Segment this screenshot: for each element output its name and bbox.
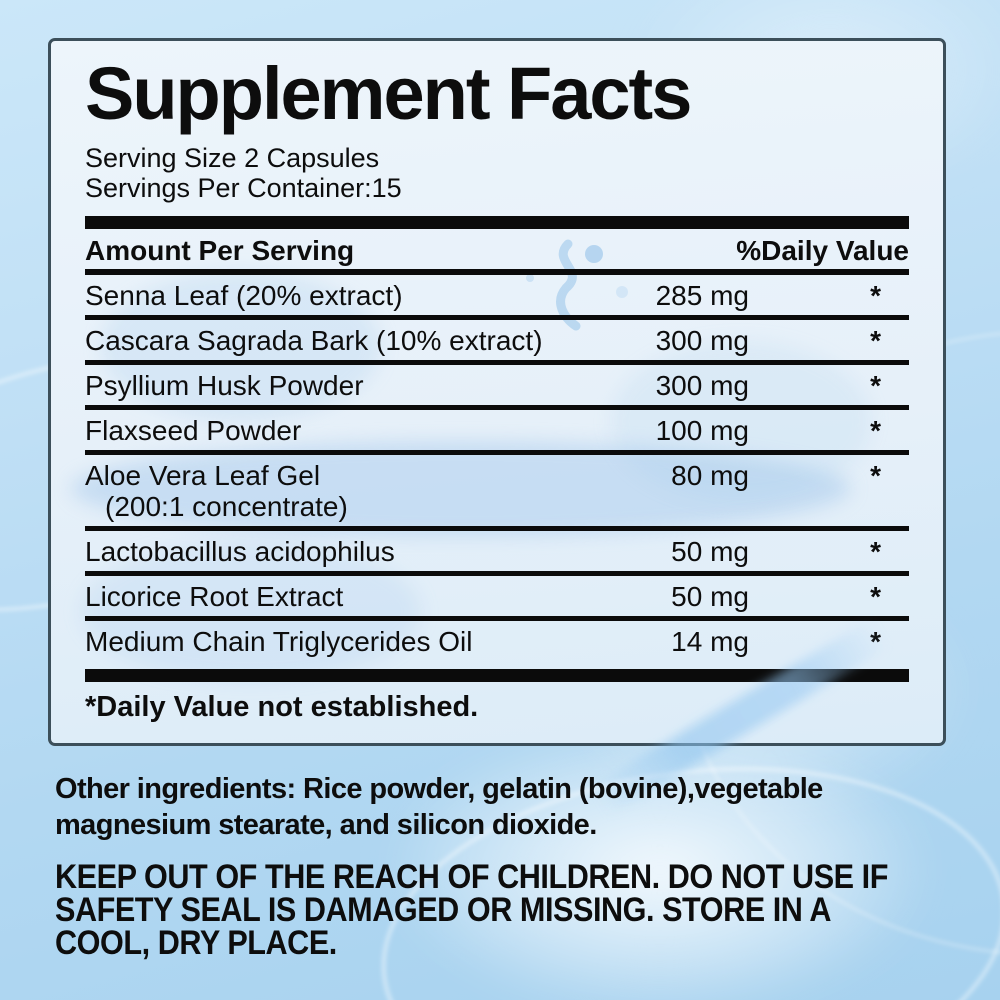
ingredient-amount: 50 mg: [671, 536, 749, 567]
ingredient-row-psyllium-husk: Psyllium Husk Powder 300 mg *: [85, 365, 909, 410]
other-ingredients-line1: Other ingredients: Rice powder, gelatin …: [55, 773, 823, 805]
ingredient-daily-value: *: [870, 536, 881, 567]
ingredient-row-aloe-vera: Aloe Vera Leaf Gel (200:1 concentrate) 8…: [85, 455, 909, 531]
amount-per-serving-header: Amount Per Serving: [85, 235, 355, 266]
warning-line1: KEEP OUT OF THE REACH OF CHILDREN. DO NO…: [55, 858, 888, 896]
thick-divider-top: [85, 216, 909, 229]
warning-line3: COOL, DRY PLACE.: [55, 924, 337, 962]
ingredient-daily-value: *: [870, 280, 881, 311]
supplement-facts-title: Supplement Facts: [85, 52, 692, 135]
column-header-row: Amount Per Serving %Daily Value: [85, 229, 909, 275]
ingredient-row-lactobacillus: Lactobacillus acidophilus 50 mg *: [85, 531, 909, 576]
other-ingredients-line2: magnesium stearate, and silicon dioxide.: [55, 809, 597, 841]
daily-value-header: %Daily Value: [736, 235, 909, 266]
ingredient-row-cascara-sagrada: Cascara Sagrada Bark (10% extract) 300 m…: [85, 320, 909, 365]
daily-value-footnote: *Daily Value not established.: [85, 691, 479, 723]
ingredient-name: Aloe Vera Leaf Gel (200:1 concentrate): [85, 460, 579, 522]
ingredient-name-line1: Aloe Vera Leaf Gel: [85, 460, 321, 491]
ingredient-amount: 100 mg: [655, 415, 749, 446]
ingredient-amount: 80 mg: [671, 460, 749, 491]
ingredient-amount: 300 mg: [655, 325, 749, 356]
other-ingredients-text: Other ingredients: Rice powder, gelatin …: [55, 771, 965, 843]
ingredient-amount: 14 mg: [671, 626, 749, 657]
ingredient-name: Licorice Root Extract: [85, 581, 344, 612]
ingredient-amount: 285 mg: [655, 280, 749, 311]
ingredient-row-mct-oil: Medium Chain Triglycerides Oil 14 mg *: [85, 621, 909, 661]
ingredient-amount: 300 mg: [655, 370, 749, 401]
ingredient-name: Cascara Sagrada Bark (10% extract): [85, 325, 543, 356]
ingredient-daily-value: *: [870, 460, 881, 491]
warning-text: KEEP OUT OF THE REACH OF CHILDREN. DO NO…: [55, 858, 901, 962]
warning-line2: SAFETY SEAL IS DAMAGED OR MISSING. STORE…: [55, 891, 832, 929]
ingredient-daily-value: *: [870, 325, 881, 356]
ingredient-row-licorice-root: Licorice Root Extract 50 mg *: [85, 576, 909, 621]
serving-size: Serving Size 2 Capsules: [85, 143, 380, 173]
ingredient-daily-value: *: [870, 370, 881, 401]
ingredient-name-line2: (200:1 concentrate): [105, 491, 348, 522]
ingredient-name: Psyllium Husk Powder: [85, 370, 364, 401]
ingredient-name: Lactobacillus acidophilus: [85, 536, 395, 567]
ingredient-amount: 50 mg: [671, 581, 749, 612]
thick-divider-bottom: [85, 669, 909, 682]
servings-per-container: Servings Per Container:15: [85, 173, 402, 203]
ingredient-row-flaxseed: Flaxseed Powder 100 mg *: [85, 410, 909, 455]
ingredient-name: Flaxseed Powder: [85, 415, 302, 446]
ingredient-daily-value: *: [870, 626, 881, 657]
ingredient-daily-value: *: [870, 415, 881, 446]
ingredient-name: Senna Leaf (20% extract): [85, 280, 403, 311]
ingredient-daily-value: *: [870, 581, 881, 612]
supplement-facts-panel: Supplement Facts Serving Size 2 Capsules…: [48, 38, 946, 746]
ingredient-row-senna-leaf: Senna Leaf (20% extract) 285 mg *: [85, 275, 909, 320]
ingredient-name: Medium Chain Triglycerides Oil: [85, 626, 473, 657]
